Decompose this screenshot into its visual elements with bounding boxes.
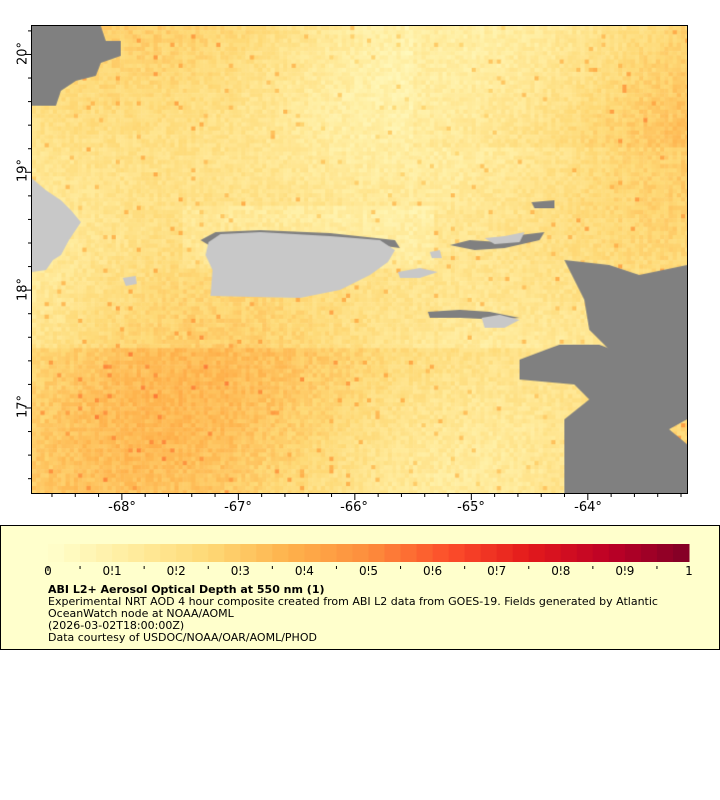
colorbar-tick-label: 0.4	[294, 564, 314, 578]
legend-description-cont: OceanWatch node at NOAA/AOML	[48, 607, 234, 620]
colorbar-step	[112, 544, 129, 562]
colorbar-step	[400, 544, 418, 562]
aod-map	[31, 25, 688, 494]
legend-description: Experimental NRT AOD 4 hour composite cr…	[48, 595, 658, 608]
lon-label: -66°	[340, 500, 368, 515]
colorbar-step	[80, 544, 97, 562]
colorbar-step	[528, 544, 546, 562]
colorbar-step	[432, 544, 450, 562]
colorbar-step	[48, 544, 65, 562]
colorbar-tick-label: 0.1	[102, 564, 122, 578]
colorbar-tick-label: 0.2	[166, 564, 186, 578]
colorbar-tick-label: 0.5	[358, 564, 379, 578]
colorbar-step	[592, 544, 610, 562]
colorbar-tick-label: 0.7	[487, 564, 507, 578]
colorbar-step	[144, 544, 161, 562]
colorbar-tick-label: 0	[44, 564, 52, 578]
colorbar-step	[64, 544, 81, 562]
colorbar-step	[368, 544, 386, 562]
colorbar	[47, 544, 690, 571]
colorbar-step	[496, 544, 514, 562]
colorbar-step	[320, 544, 337, 562]
colorbar-step	[160, 544, 177, 562]
colorbar-tick-label: 1	[685, 564, 693, 578]
colorbar-step	[656, 544, 674, 562]
colorbar-step	[272, 544, 289, 562]
colorbar-step	[576, 544, 594, 562]
legend-credit: Data courtesy of USDOC/NOAA/OAR/AOML/PHO…	[48, 631, 317, 644]
colorbar-tick-label: 0.9	[615, 564, 635, 578]
colorbar-step	[672, 544, 690, 562]
colorbar-step	[224, 544, 241, 562]
colorbar-step	[448, 544, 466, 562]
colorbar-step	[512, 544, 530, 562]
axis-ticks	[25, 30, 682, 500]
colorbar-step	[128, 544, 145, 562]
lon-label: -67°	[224, 500, 252, 515]
colorbar-step	[176, 544, 193, 562]
colorbar-step	[560, 544, 578, 562]
colorbar-step	[624, 544, 642, 562]
legend-title: ABI L2+ Aerosol Optical Depth at 550 nm …	[48, 583, 325, 596]
colorbar-step	[336, 544, 353, 562]
colorbar-step	[352, 544, 369, 562]
legend-panel: 0 0.1 0.2 0.3 0.4 0.5 0.6 0.7 0.8 0.9 1 ABI L2+ Ae…	[0, 525, 720, 650]
colorbar-step	[608, 544, 626, 562]
lon-label: -64°	[574, 500, 602, 515]
colorbar-tick-label: 0.3	[230, 564, 250, 578]
colorbar-step	[464, 544, 482, 562]
colorbar-step	[416, 544, 434, 562]
colorbar-tick-label: 0.6	[423, 564, 443, 578]
colorbar-step	[208, 544, 225, 562]
colorbar-step	[640, 544, 658, 562]
colorbar-step	[304, 544, 321, 562]
lon-label: -65°	[457, 500, 485, 515]
colorbar-step	[256, 544, 273, 562]
colorbar-step	[544, 544, 562, 562]
colorbar-step	[288, 544, 305, 562]
colorbar-step	[96, 544, 113, 562]
colorbar-step	[480, 544, 498, 562]
colorbar-step	[192, 544, 209, 562]
colorbar-tick-label: 0.8	[551, 564, 571, 578]
legend-time: (2026-03-02T18:00:00Z)	[48, 619, 185, 632]
colorbar-step	[384, 544, 402, 562]
colorbar-step	[240, 544, 257, 562]
lon-label: -68°	[108, 500, 136, 515]
